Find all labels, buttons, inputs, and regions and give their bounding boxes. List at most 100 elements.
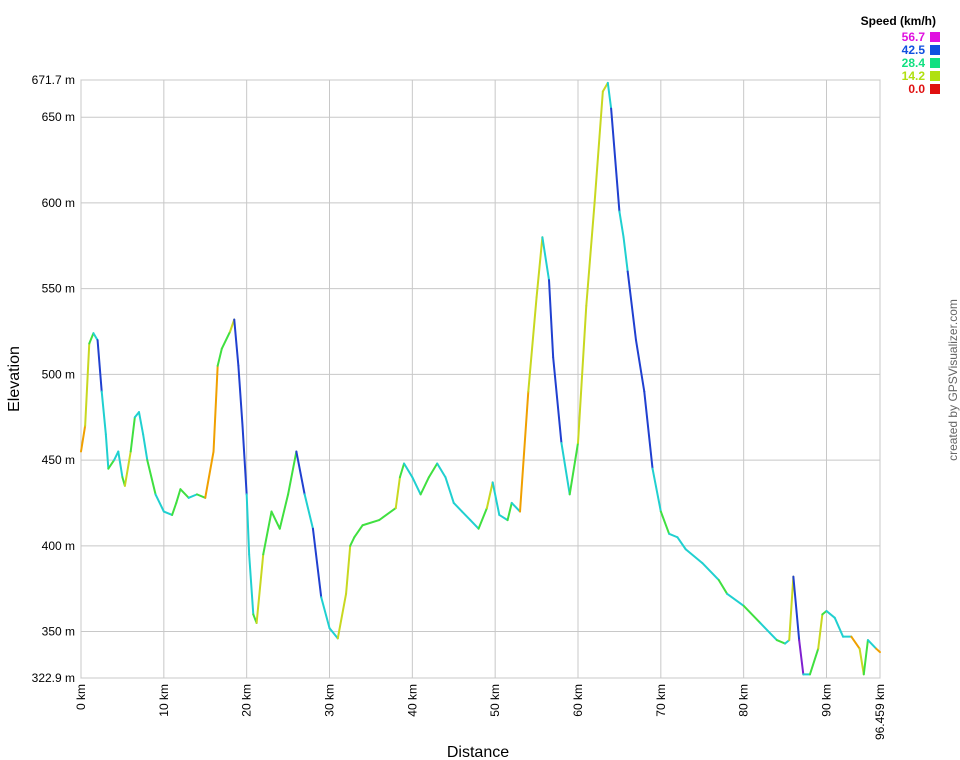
elevation-segment (676, 536, 687, 551)
elevation-segment (419, 476, 430, 496)
elevation-segment (498, 513, 509, 522)
elevation-segment (808, 647, 820, 676)
elevation-segment (548, 279, 555, 359)
elevation-segment (92, 332, 99, 342)
plot-frame (80, 79, 881, 679)
elevation-segment (117, 450, 124, 479)
elevation-segment (477, 507, 488, 530)
x-tick-label: 60 km (571, 684, 585, 717)
elevation-segment (634, 339, 646, 393)
x-tick-label: 50 km (488, 684, 502, 717)
legend-label: 0.0 (908, 82, 925, 96)
legend-swatch (930, 84, 940, 94)
elevation-segment (491, 481, 501, 516)
x-tick-label: 80 km (737, 684, 751, 717)
elevation-segment (866, 639, 878, 650)
elevation-segment (461, 510, 472, 522)
elevation-segment (162, 510, 174, 516)
elevation-segment (626, 270, 637, 342)
x-tick-label: 70 km (654, 684, 668, 717)
x-tick-label: 96.459 km (873, 684, 887, 740)
elevation-segment (651, 467, 662, 513)
elevation-segment (278, 493, 290, 530)
elevation-segment (684, 548, 704, 564)
elevation-segment (759, 621, 778, 642)
elevation-segment (96, 339, 103, 393)
elevation-segment (303, 493, 314, 530)
y-axis-title: Elevation (6, 346, 23, 412)
elevation-segment (398, 462, 406, 479)
x-tick-label: 30 km (322, 684, 336, 717)
elevation-segment (88, 332, 95, 345)
elevation-segment (248, 553, 255, 616)
elevation-segment (560, 441, 571, 496)
elevation-segment (320, 596, 331, 630)
elevation-segment (403, 462, 414, 479)
elevation-segment (701, 561, 720, 582)
legend-title: Speed (km/h) (861, 14, 936, 28)
elevation-segment (775, 639, 787, 645)
elevation-segment (311, 527, 323, 599)
elevation-segment (606, 81, 613, 110)
y-tick-label: 450 m (42, 453, 75, 467)
elevation-segment (142, 433, 149, 462)
elevation-segment (212, 364, 219, 453)
elevation-segment (825, 609, 836, 619)
y-tick-label: 600 m (42, 196, 75, 210)
elevation-segment (204, 450, 215, 499)
legend-label: 14.2 (902, 69, 926, 83)
elevation-segment (361, 519, 381, 527)
legend-swatch (930, 45, 940, 55)
legend-label: 42.5 (902, 43, 926, 57)
elevation-segment (485, 481, 494, 510)
legend-swatch (930, 71, 940, 81)
elevation-segment (788, 575, 795, 642)
elevation-segment (80, 424, 87, 453)
elevation-segment (394, 476, 401, 510)
elevation-segment (336, 592, 348, 640)
elevation-segment (798, 639, 805, 676)
elevation-segment (245, 493, 251, 556)
elevation-segment (506, 501, 513, 522)
elevation-segment (593, 90, 604, 204)
elevation-segment (262, 510, 273, 556)
elevation-segment (104, 433, 110, 470)
elevation-segment (850, 635, 861, 650)
elevation-segment (726, 592, 745, 607)
elevation-segment (436, 462, 447, 479)
elevation-segment (195, 493, 207, 499)
y-tick-label: 550 m (42, 282, 75, 296)
elevation-segment (742, 604, 762, 624)
elevation-segment (817, 613, 824, 650)
elevation-segment (154, 493, 165, 513)
legend-swatch (930, 32, 940, 42)
elevation-segment (469, 519, 480, 530)
elevation-segment (345, 544, 352, 595)
legend-label: 28.4 (902, 56, 926, 70)
elevation-segment (411, 476, 422, 496)
elevation-segment (220, 330, 232, 350)
elevation-segment (187, 493, 198, 499)
elevation-segment (255, 553, 265, 624)
elevation-segment (643, 390, 654, 470)
legend-label: 56.7 (902, 30, 926, 44)
elevation-segment (233, 318, 240, 367)
elevation-segment (295, 450, 306, 496)
elevation-segment (659, 510, 671, 535)
elevation-segment (179, 488, 190, 499)
elevation-segment (107, 459, 116, 470)
elevation-segment (668, 532, 679, 539)
elevation-segment (84, 342, 91, 427)
elevation-segment (270, 510, 281, 530)
credit: created by GPSVisualizer.com (946, 299, 960, 461)
elevation-segment (378, 507, 397, 522)
elevation-segment (833, 616, 845, 638)
elevation-segment (858, 647, 865, 676)
x-axis-title: Distance (447, 744, 509, 760)
elevation-segment (576, 304, 588, 444)
elevation-segment (535, 236, 544, 299)
elevation-segment (610, 107, 621, 213)
elevation-segment (237, 364, 244, 427)
x-tick-label: 40 km (405, 684, 419, 717)
